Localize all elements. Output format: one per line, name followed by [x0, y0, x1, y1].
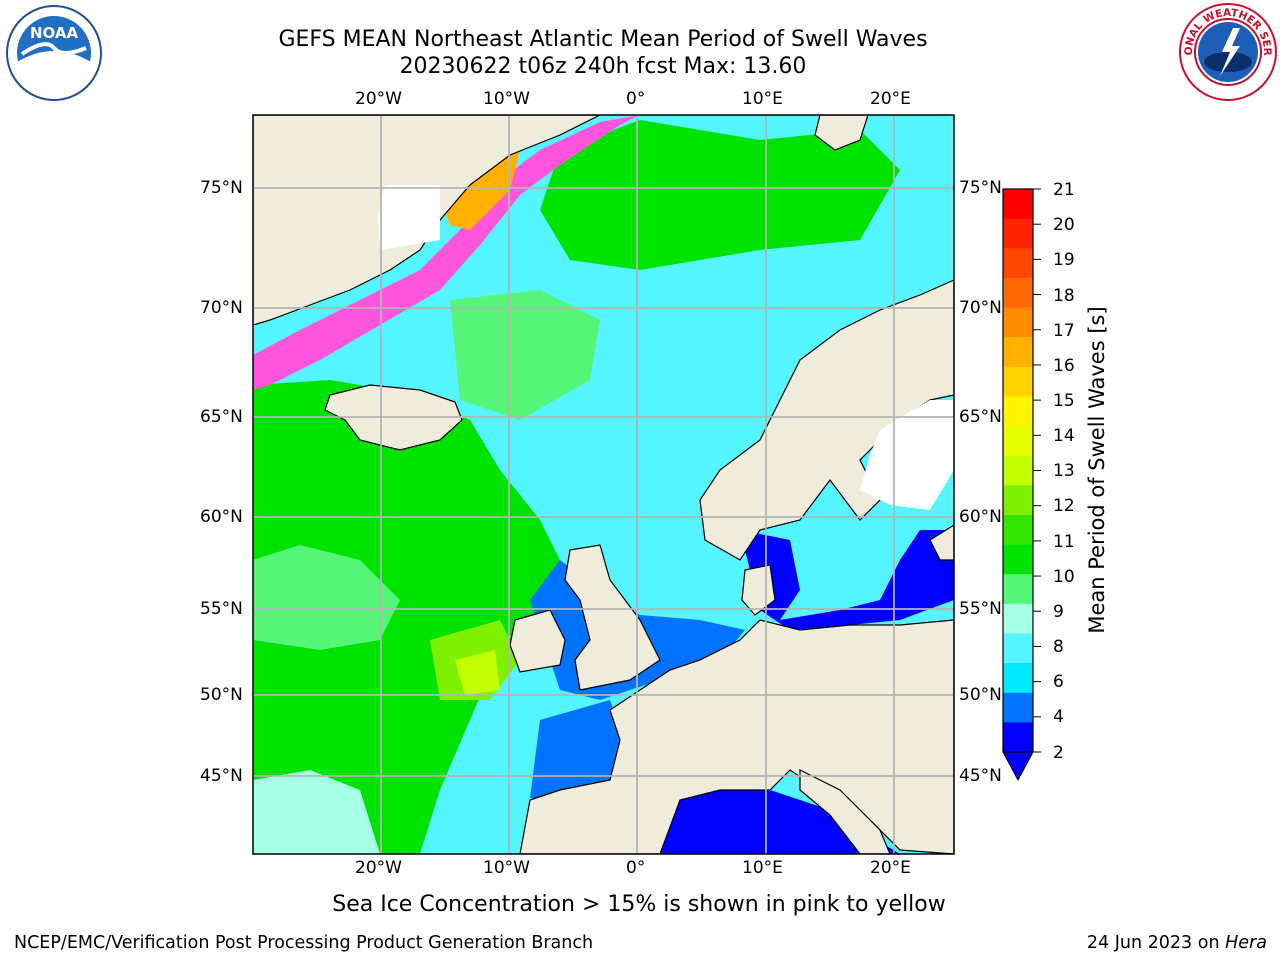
lon-label-top-10w: 10°W	[483, 89, 530, 109]
colorbar-band	[1003, 485, 1033, 516]
chart-subtitle: 20230622 t06z 240h fcst Max: 13.60	[399, 54, 807, 79]
colorbar-tick: 14	[1053, 426, 1075, 446]
colorbar-band	[1003, 248, 1033, 279]
lat-label-left-55n: 55°N	[200, 599, 243, 619]
lat-label-right-55n: 55°N	[959, 599, 1002, 619]
colorbar-band	[1003, 337, 1033, 368]
lon-label-top-0: 0°	[626, 89, 646, 109]
map-area	[253, 115, 954, 854]
colorbar-tick: 8	[1053, 637, 1064, 657]
colorbar-band	[1003, 426, 1033, 457]
colorbar-title: Mean Period of Swell Waves [s]	[1085, 306, 1109, 634]
colorbar-band	[1003, 396, 1033, 427]
colorbar-band	[1003, 603, 1033, 634]
swell-zone-norwegian-sea	[540, 120, 900, 270]
colorbar-tick: 10	[1053, 567, 1075, 587]
sea-ice-note: Sea Ice Concentration > 15% is shown in …	[332, 892, 946, 917]
colorbar-tick: 12	[1053, 496, 1075, 516]
swell-zone-bay-of-biscay	[530, 700, 630, 800]
ireland	[509, 609, 566, 673]
finland-coast	[929, 524, 954, 561]
colorbar-tick: 20	[1053, 215, 1075, 235]
swell-zone-baltic-sea	[740, 530, 954, 630]
svg-text:NOAA: NOAA	[30, 24, 79, 42]
colorbar-tick: 6	[1053, 672, 1064, 692]
noaa-logo: NOAA	[2, 4, 106, 102]
colorbar-tick: 17	[1053, 321, 1075, 341]
lon-label-bottom-10e: 10°E	[742, 858, 783, 878]
lat-label-right-50n: 50°N	[959, 685, 1002, 705]
lat-label-left-60n: 60°N	[200, 507, 243, 527]
lon-label-top-20w: 20°W	[355, 89, 402, 109]
lat-label-left-65n: 65°N	[200, 407, 243, 427]
swell-zone-9-10s	[253, 545, 400, 650]
colorbar-band	[1003, 722, 1033, 753]
nws-logo: NATIONAL WEATHER SERVICE	[1174, 0, 1278, 102]
colorbar-tick: 2	[1053, 743, 1064, 763]
swell-zone-10-11s	[253, 380, 560, 854]
map-frame	[252, 114, 955, 855]
colorbar-band	[1003, 692, 1033, 723]
timestamp: 24 Jun 2023 on Hera	[1087, 933, 1267, 953]
colorbar-band	[1003, 189, 1033, 220]
swell-zone-north-atlantic	[450, 290, 600, 420]
lon-label-bottom-20e: 20°E	[870, 858, 911, 878]
lat-label-left-50n: 50°N	[200, 685, 243, 705]
swell-zone-8-9s	[253, 770, 380, 854]
colorbar-frame	[1002, 188, 1034, 753]
colorbar-tick: 15	[1053, 391, 1075, 411]
colorbar-tick: 19	[1053, 250, 1075, 270]
lat-label-right-70n: 70°N	[959, 298, 1002, 318]
colorbar-band	[1003, 663, 1033, 694]
colorbar	[1003, 188, 1041, 753]
swell-zone-mediterranean	[660, 790, 900, 854]
credit-text: NCEP/EMC/Verification Post Processing Pr…	[14, 933, 594, 953]
lon-label-top-20e: 20°E	[870, 89, 911, 109]
colorbar-band	[1003, 218, 1033, 249]
colorbar-band	[1003, 574, 1033, 605]
lon-label-bottom-20w: 20°W	[355, 858, 402, 878]
colorbar-band	[1003, 514, 1033, 546]
colorbar-tick: 4	[1053, 707, 1064, 727]
colorbar-band	[1003, 307, 1033, 338]
colorbar-band	[1003, 544, 1033, 575]
lat-label-right-65n: 65°N	[959, 407, 1002, 427]
sea-ice-area	[253, 115, 640, 390]
lon-label-bottom-10w: 10°W	[483, 858, 530, 878]
scandinavia-snow-cover	[860, 400, 954, 510]
graticule	[253, 115, 954, 854]
svalbard	[814, 115, 869, 151]
lon-label-top-10e: 10°E	[742, 89, 783, 109]
colorbar-band	[1003, 455, 1033, 486]
chart-title: GEFS MEAN Northeast Atlantic Mean Period…	[278, 27, 928, 52]
greenland-ice-cap	[378, 185, 440, 250]
colorbar-tick: 11	[1053, 532, 1075, 552]
lon-label-bottom-0: 0°	[626, 858, 646, 878]
italy	[799, 769, 891, 854]
colorbar-tick: 21	[1053, 180, 1075, 200]
colorbar-tick: 13	[1053, 461, 1075, 481]
lat-label-left-70n: 70°N	[200, 298, 243, 318]
colorbar-tick: 16	[1053, 356, 1075, 376]
lat-label-left-75n: 75°N	[200, 178, 243, 198]
colorbar-tick: 18	[1053, 286, 1075, 306]
timestamp-machine: Hera	[1225, 933, 1267, 953]
lat-label-left-45n: 45°N	[200, 766, 243, 786]
colorbar-band	[1003, 633, 1033, 664]
swell-zone-12-13s	[455, 650, 500, 695]
colorbar-band	[1003, 277, 1033, 309]
lat-label-right-45n: 45°N	[959, 766, 1002, 786]
timestamp-date: 24 Jun 2023 on	[1086, 933, 1220, 953]
colorbar-tick: 9	[1053, 602, 1064, 622]
colorbar-extend-arrow	[1002, 751, 1034, 782]
lat-label-right-75n: 75°N	[959, 178, 1002, 198]
sea-ice-high-concentration	[440, 150, 520, 230]
colorbar-band	[1003, 366, 1033, 397]
lat-label-right-60n: 60°N	[959, 507, 1002, 527]
